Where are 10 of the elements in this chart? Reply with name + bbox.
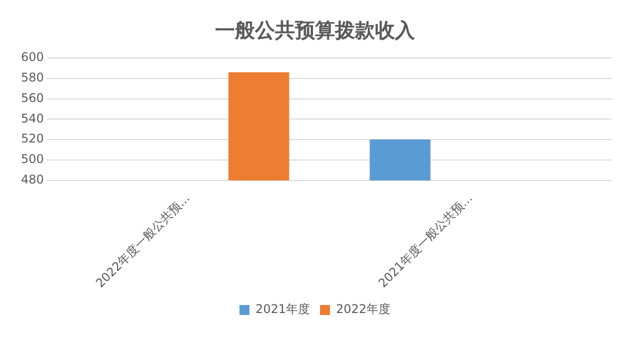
y-tick-label: 580 — [21, 70, 44, 85]
y-tick-label: 560 — [21, 90, 44, 105]
legend-label: 2021年度 — [255, 302, 310, 316]
y-tick-label: 520 — [21, 132, 44, 146]
y-tick-label: 600 — [21, 50, 44, 64]
legend-label: 2022年度 — [336, 302, 391, 316]
y-tick-label: 500 — [21, 152, 44, 166]
y-tick-label: 480 — [21, 172, 44, 186]
chart-title: 一般公共预算拨款收入 — [215, 18, 416, 42]
y-tick-label: 540 — [21, 111, 44, 126]
